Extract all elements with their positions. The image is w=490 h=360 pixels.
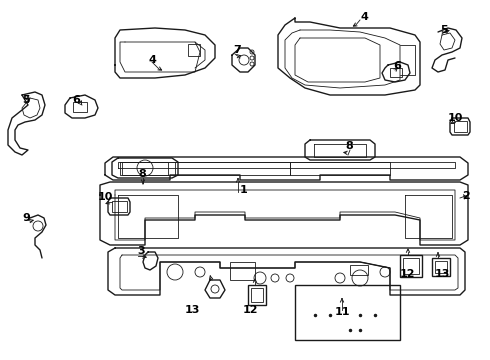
Text: 6: 6 [393,61,401,71]
Text: 2: 2 [462,191,470,201]
Bar [73,102,87,112]
Bar [230,262,255,280]
Text: 9: 9 [22,213,30,223]
Bar [248,285,266,305]
Bar [400,255,422,277]
Text: 4: 4 [148,55,156,65]
Text: 7: 7 [233,45,241,55]
Bar [112,201,127,212]
Text: 8: 8 [345,141,353,151]
Text: 3: 3 [137,246,145,256]
Text: 13: 13 [435,269,450,279]
Text: 11: 11 [334,307,350,317]
Text: 8: 8 [138,169,146,179]
Bar [432,258,450,276]
Bar [435,261,447,273]
Text: 6: 6 [72,95,80,105]
Text: 12: 12 [242,305,258,315]
Bar [454,121,467,132]
Text: 5: 5 [22,95,29,105]
Text: 10: 10 [448,113,464,123]
Text: 1: 1 [240,185,248,195]
Bar [390,68,402,77]
Text: 10: 10 [98,192,113,202]
Text: 13: 13 [185,305,200,315]
Text: 12: 12 [400,269,416,279]
Bar [188,44,200,56]
Text: 5: 5 [440,25,448,35]
Bar [295,285,400,340]
Bar [403,258,419,274]
Bar [350,265,368,275]
Text: 4: 4 [360,12,368,22]
Bar [251,288,263,302]
